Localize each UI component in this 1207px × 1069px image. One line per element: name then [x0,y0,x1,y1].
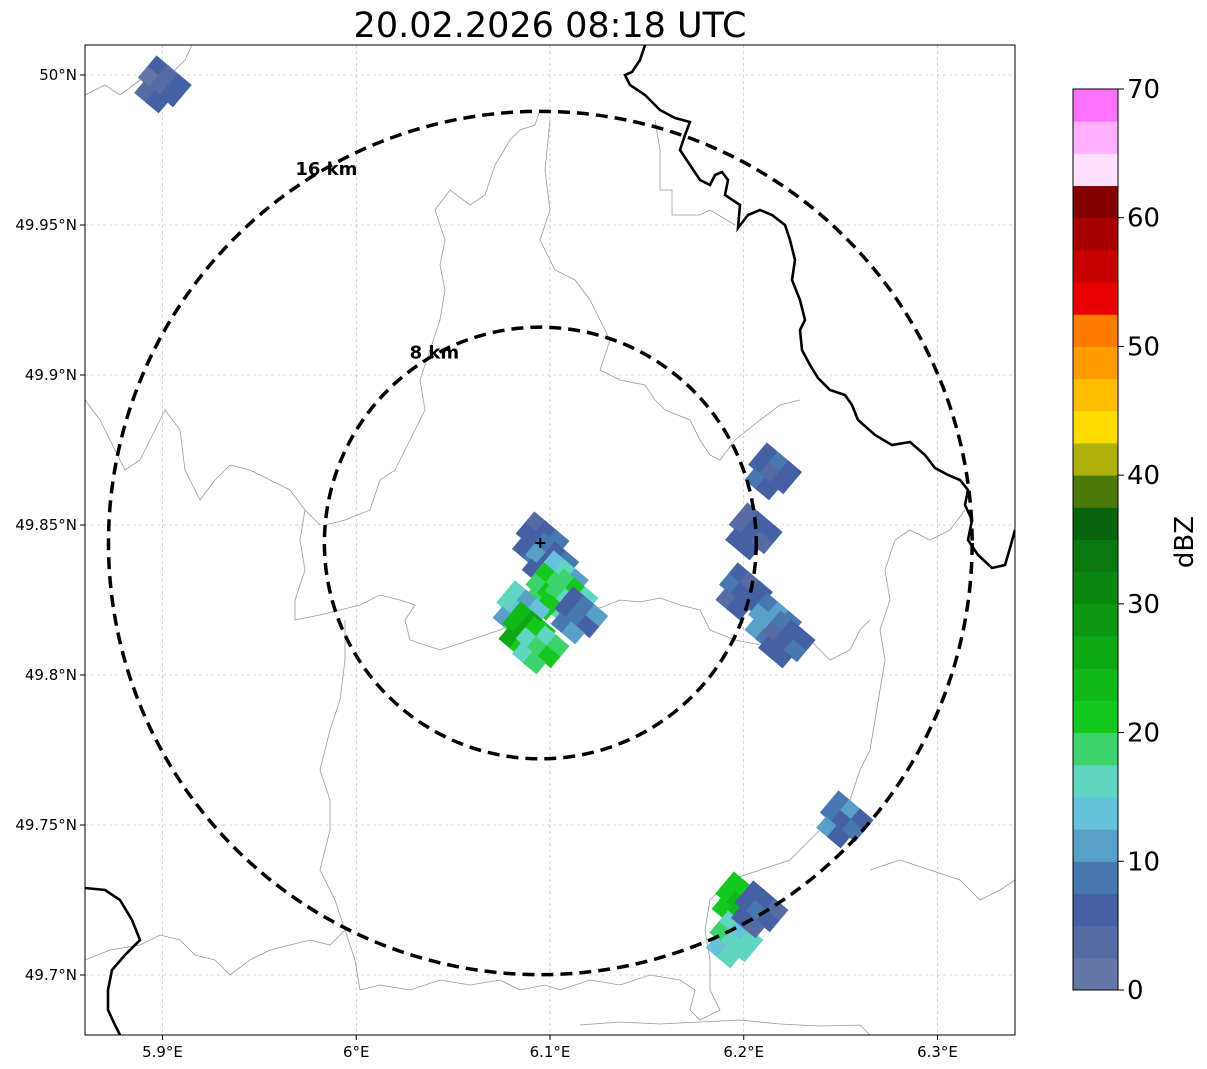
echo-cell [792,628,816,652]
lat-tick-label: 49.7°N [25,966,77,984]
range-rings [106,109,974,977]
radar-echo [511,616,570,675]
national-border [623,45,1015,570]
echo-cell [159,84,183,108]
echo-cell [522,651,547,675]
lon-tick-label: 6°E [343,1043,370,1061]
lat-tick-label: 49.75°N [15,816,77,834]
echo-cell [739,928,764,952]
admin-boundary [559,509,966,1021]
echo-cell [546,529,570,553]
echo-cell [730,939,755,963]
echo-cell [546,634,570,658]
range-ring-label: 16 km [295,159,357,180]
axis-ticks: 5.9°E 6°E 6.1°E 6.2°E 6.3°E 50°N 49.95°N 49.9°N… [15,66,958,1061]
echo-cell [759,520,783,544]
lat-tick-label: 49.9°N [25,366,77,384]
radar-site-marker [535,538,546,548]
echo-cell [755,477,779,501]
admin-boundary [579,1019,871,1035]
radar-echo [134,55,192,114]
echo-cell [735,537,760,561]
lon-tick-label: 6.1°E [530,1043,571,1061]
radar-echo [816,790,874,849]
lat-tick-label: 49.95°N [15,216,77,234]
echo-cell [716,945,740,969]
admin-boundary [85,929,346,976]
admin-boundary [809,619,871,661]
lon-tick-label: 6.2°E [723,1043,764,1061]
echo-cell [778,460,803,484]
radar-echo [705,910,764,969]
lon-tick-label: 6.3°E [917,1043,958,1061]
echo-cell [765,898,789,922]
echo-cell [769,471,794,495]
radar-echoes [134,55,874,969]
lon-tick-label: 5.9°E [142,1043,183,1061]
admin-boundary [319,620,561,991]
radar-echo [550,586,609,645]
admin-boundary [539,119,801,461]
echo-cell [168,73,192,97]
admin-boundary [869,859,1015,901]
radar-echo [758,610,816,669]
range-ring-labels: 8 km 16 km [295,159,459,363]
echo-cell [726,597,750,621]
echo-cell [841,819,865,843]
echo-cell [768,645,793,669]
echo-cell [783,639,807,663]
echo-cell [584,604,609,628]
admin-boundary [324,109,541,526]
national-border [85,886,142,1035]
echo-cell [537,645,561,669]
range-ring [322,325,758,761]
lat-tick-label: 49.85°N [15,516,77,534]
lat-tick-label: 49.8°N [25,666,77,684]
range-ring-label: 8 km [410,343,460,364]
admin-boundary [654,119,736,226]
map-title: 20.02.2026 08:18 UTC [353,6,747,46]
range-ring [106,109,974,977]
lat-tick-label: 50°N [39,66,77,84]
echo-cell [526,598,551,622]
echo-cell [144,90,169,114]
radar-echo [744,442,803,501]
echo-cell [826,825,851,849]
admin-boundary [294,509,811,651]
admin-boundary [85,399,321,526]
echo-cell [561,621,585,645]
echo-cell [575,615,600,639]
boundary-lines [85,45,1015,1035]
